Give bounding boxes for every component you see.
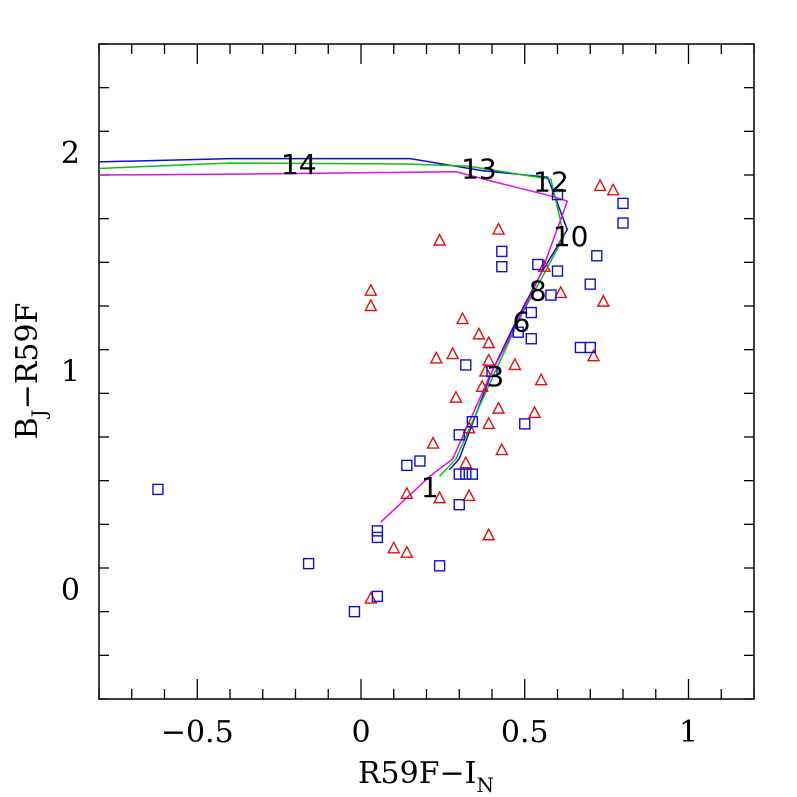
track-annotation-label: 10 (553, 220, 589, 253)
x-axis-title: R59F−IN (358, 756, 494, 797)
y-axis-title: BJ−R59F (10, 303, 51, 440)
square-marker (371, 525, 384, 537)
triangle-marker (586, 348, 601, 362)
triangle-marker (495, 442, 509, 456)
axis-ticks (98, 43, 755, 700)
y-tick-label: 1 (61, 355, 80, 390)
track-annotation-label: 3 (486, 360, 504, 393)
square-marker (414, 455, 426, 467)
track-annotation-label: 13 (461, 152, 497, 185)
square-marker (584, 341, 596, 354)
triangle-marker (364, 283, 378, 296)
triangle-marker (387, 540, 401, 554)
triangle-marker (400, 486, 414, 499)
square-marker (348, 605, 361, 618)
y-tick-label: 0 (61, 573, 80, 608)
triangle-marker (482, 335, 496, 349)
triangle-marker (482, 527, 496, 541)
square-marker (401, 459, 413, 472)
triangle-marker (475, 379, 489, 392)
triangle-marker (491, 401, 506, 414)
triangle-marker (537, 259, 552, 272)
plot-frame (98, 43, 755, 700)
triangle-marker (593, 178, 607, 192)
square-marker (532, 258, 544, 271)
x-tick-label: 1 (679, 715, 698, 750)
square-marker (617, 217, 629, 229)
triangle-marker (606, 182, 620, 196)
track-annotation-label: 6 (513, 305, 531, 338)
square-marker (525, 333, 537, 345)
square-marker (551, 265, 564, 277)
triangle-marker (432, 232, 447, 246)
triangle-marker (429, 350, 443, 364)
square-marker (574, 341, 587, 354)
triangle-marker (534, 372, 548, 386)
track-annotation-label: 14 (281, 148, 317, 181)
triangle-marker (508, 357, 522, 371)
triangle-marker (459, 455, 473, 469)
triangle-marker (364, 591, 378, 604)
square-marker (453, 468, 465, 480)
square-marker (584, 278, 596, 290)
triangle-marker (432, 490, 447, 504)
triangle-marker (446, 346, 460, 360)
square-marker (371, 531, 384, 544)
square-marker (496, 261, 508, 273)
track-annotation-label: 8 (529, 275, 547, 308)
square-marker (486, 365, 498, 378)
triangle-marker (426, 436, 440, 449)
model-tracks (98, 157, 569, 523)
triangle-marker (596, 294, 611, 307)
square-marker (371, 590, 384, 603)
y-tick-label: 2 (61, 136, 80, 171)
square-marker (519, 418, 531, 430)
track-annotation-label: 1 (421, 471, 439, 504)
square-marker (433, 560, 446, 572)
square-marker (512, 326, 524, 338)
x-tick-label: 0 (351, 715, 370, 750)
model-track-line (98, 170, 569, 523)
square-marker (152, 483, 164, 496)
x-tick-label: −0.5 (161, 715, 234, 750)
square-marker (545, 289, 557, 301)
triangle-marker (472, 326, 486, 340)
square-marker (460, 468, 472, 480)
triangle-marker (400, 545, 414, 558)
square-marker (496, 245, 508, 258)
square-marker (591, 250, 603, 262)
triangle-marker (527, 405, 542, 419)
model-track-line (98, 157, 569, 471)
triangle-marker (482, 416, 496, 430)
triangle-marker (364, 298, 378, 312)
square-marker (302, 557, 315, 570)
triangle-marker (491, 222, 506, 235)
square-marker (453, 498, 465, 511)
model-track-line (98, 162, 565, 477)
square-marker (525, 306, 537, 319)
triangle-marker (449, 390, 463, 403)
square-marker (466, 468, 479, 480)
square-marker (617, 197, 629, 210)
track-annotation-label: 12 (533, 166, 569, 199)
square-marker (551, 188, 564, 201)
triangle-marker (462, 420, 476, 434)
square-marker (460, 359, 472, 371)
triangle-marker (455, 311, 470, 325)
triangle-marker (462, 488, 476, 502)
triangle-marker (554, 285, 568, 299)
x-tick-label: 0.5 (501, 715, 549, 750)
triangle-marker (482, 353, 496, 366)
square-marker (453, 429, 465, 441)
triangle-marker (478, 363, 493, 377)
square-marker (466, 416, 479, 428)
data-points (152, 178, 629, 618)
